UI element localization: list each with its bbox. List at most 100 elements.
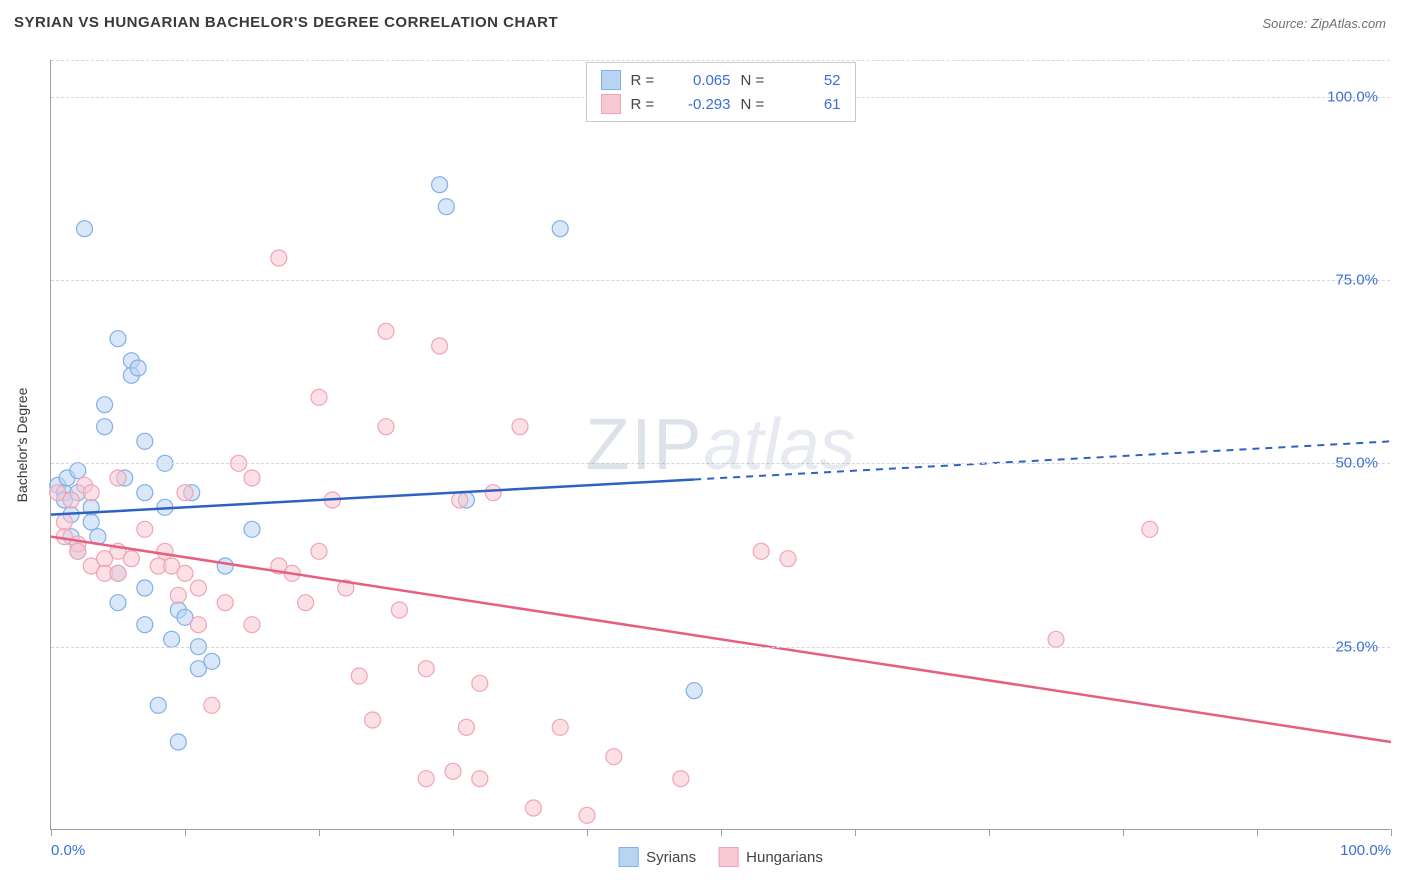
swatch-hungarians-icon [601, 94, 621, 114]
y-tick-label: 25.0% [1335, 638, 1378, 655]
x-tick [51, 829, 52, 836]
data-point [244, 521, 260, 537]
data-point [157, 543, 173, 559]
x-tick [1257, 829, 1258, 836]
data-point [418, 771, 434, 787]
data-point [552, 719, 568, 735]
data-point [56, 514, 72, 530]
data-point [110, 470, 126, 486]
x-tick [855, 829, 856, 836]
data-point [170, 734, 186, 750]
data-point [70, 543, 86, 559]
data-point [137, 433, 153, 449]
data-point [137, 580, 153, 596]
data-point [110, 331, 126, 347]
legend-item-syrians: Syrians [618, 847, 696, 867]
data-point [365, 712, 381, 728]
x-tick-label: 0.0% [51, 842, 85, 859]
data-point [83, 485, 99, 501]
data-point [311, 389, 327, 405]
data-point [418, 661, 434, 677]
data-point [110, 565, 126, 581]
gridline [51, 60, 1390, 61]
data-point [432, 338, 448, 354]
x-tick [1391, 829, 1392, 836]
regression-line [51, 537, 1391, 742]
x-tick [721, 829, 722, 836]
data-point [83, 514, 99, 530]
n-value-hungarians: 61 [781, 96, 841, 113]
data-point [70, 463, 86, 479]
data-point [673, 771, 689, 787]
data-point [351, 668, 367, 684]
legend-item-hungarians: Hungarians [718, 847, 823, 867]
data-point [130, 360, 146, 376]
legend-label-syrians: Syrians [646, 849, 696, 866]
data-point [164, 631, 180, 647]
data-point [177, 485, 193, 501]
data-point [432, 177, 448, 193]
r-label: R = [631, 96, 661, 113]
data-point [190, 617, 206, 633]
data-point [298, 595, 314, 611]
source-attribution: Source: ZipAtlas.com [1262, 16, 1386, 31]
r-value-syrians: 0.065 [671, 72, 731, 89]
data-point [512, 419, 528, 435]
chart-container: SYRIAN VS HUNGARIAN BACHELOR'S DEGREE CO… [0, 0, 1406, 892]
y-tick-label: 75.0% [1335, 272, 1378, 289]
data-point [472, 771, 488, 787]
x-tick [185, 829, 186, 836]
data-point [137, 521, 153, 537]
data-point [780, 551, 796, 567]
data-point [63, 492, 79, 508]
data-point [204, 653, 220, 669]
data-point [579, 807, 595, 823]
n-value-syrians: 52 [781, 72, 841, 89]
x-tick [1123, 829, 1124, 836]
data-point [606, 749, 622, 765]
data-point [170, 587, 186, 603]
data-point [150, 697, 166, 713]
gridline [51, 647, 1390, 648]
data-point [1142, 521, 1158, 537]
data-point [177, 565, 193, 581]
legend-row-hungarians: R = -0.293 N = 61 [601, 92, 841, 116]
data-point [97, 397, 113, 413]
data-point [311, 543, 327, 559]
plot-svg [51, 60, 1390, 829]
data-point [525, 800, 541, 816]
series-legend: Syrians Hungarians [618, 847, 823, 867]
swatch-syrians-icon [618, 847, 638, 867]
data-point [686, 683, 702, 699]
y-tick-label: 50.0% [1335, 455, 1378, 472]
legend-row-syrians: R = 0.065 N = 52 [601, 68, 841, 92]
regression-line-extrapolated [694, 441, 1391, 479]
data-point [217, 595, 233, 611]
n-label: N = [741, 96, 771, 113]
data-point [137, 485, 153, 501]
data-point [190, 580, 206, 596]
data-point [137, 617, 153, 633]
data-point [244, 470, 260, 486]
y-tick-label: 100.0% [1327, 88, 1378, 105]
gridline [51, 280, 1390, 281]
data-point [485, 485, 501, 501]
data-point [458, 719, 474, 735]
chart-title: SYRIAN VS HUNGARIAN BACHELOR'S DEGREE CO… [14, 14, 558, 31]
x-tick-label: 100.0% [1340, 842, 1391, 859]
legend-label-hungarians: Hungarians [746, 849, 823, 866]
r-value-hungarians: -0.293 [671, 96, 731, 113]
data-point [452, 492, 468, 508]
x-tick [319, 829, 320, 836]
data-point [552, 221, 568, 237]
gridline [51, 463, 1390, 464]
swatch-hungarians-icon [718, 847, 738, 867]
data-point [271, 250, 287, 266]
data-point [77, 221, 93, 237]
data-point [753, 543, 769, 559]
data-point [97, 419, 113, 435]
x-tick [989, 829, 990, 836]
data-point [123, 551, 139, 567]
data-point [438, 199, 454, 215]
data-point [378, 419, 394, 435]
